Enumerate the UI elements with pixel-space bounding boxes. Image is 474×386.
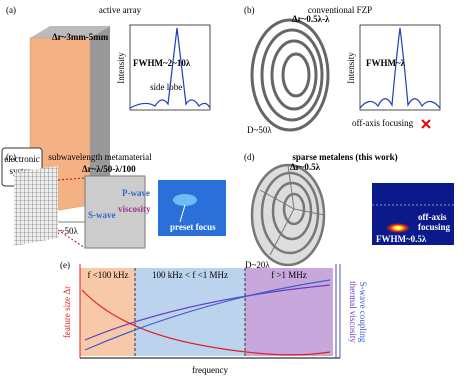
region (245, 268, 333, 356)
note: focusing (418, 222, 451, 232)
arrow (179, 204, 186, 223)
y-label: Intensity (346, 52, 356, 84)
viscosity: viscosity (118, 204, 151, 214)
focus-spot (173, 194, 197, 206)
x-label: frequency (192, 365, 228, 375)
region-label: 100 kHz < f <1 MHz (152, 270, 228, 280)
array-top (30, 26, 110, 38)
delta-r: Δr~λ/50-λ/100 (82, 164, 136, 174)
delta-r: Δr~3mm-5mm (52, 32, 109, 42)
delta-r: Δr~0.5λ (290, 162, 321, 172)
cross-icon (421, 119, 431, 129)
panel-title: subwavelength metamaterial (48, 152, 152, 162)
intensity-curve (129, 27, 211, 109)
y2-label: S-wave coupling (358, 282, 368, 343)
region-label: f <100 kHz (87, 270, 128, 280)
fwhm: FWHM~2~10λ (133, 58, 191, 68)
fwhm: FWHM~0.5λ (376, 234, 427, 244)
s-wave: S-wave (88, 210, 116, 220)
heat-map (158, 180, 226, 236)
plot-frame (359, 24, 441, 111)
region (80, 268, 135, 356)
panel-label: (d) (244, 152, 255, 162)
y-label: Intensity (116, 52, 126, 84)
panel-label: (c) (6, 152, 16, 162)
y-label: feature size Δr (62, 286, 72, 338)
note: off-axis (418, 212, 447, 222)
panel-a: (a) active array Δr~3mm-5mm electronic s… (1, 5, 211, 236)
focus-label: preset focus (170, 222, 216, 232)
panel-title: conventional FZP (308, 5, 372, 15)
zoom-line (57, 177, 86, 181)
panel-d: (d) sparse metalens (this work) Δr~0.5λ … (244, 152, 454, 270)
y2-label: thermal viscosity (348, 281, 358, 343)
fwhm: FWHM~λ (366, 58, 406, 68)
feature-size-curve (81, 289, 331, 356)
delta-r: Δr~0.5λ-λ (292, 14, 330, 24)
metalens-rings (250, 163, 326, 267)
viscosity-curve (84, 284, 331, 341)
panel-e: (e) f <100 kHz 100 kHz < f <1 MHz f >1 M… (60, 260, 368, 375)
zoom-cell (84, 175, 146, 249)
metamaterial (14, 166, 58, 246)
panel-c: (c) subwavelength metamaterial Δr~λ/50-λ… (6, 152, 226, 249)
p-wave: P-wave (122, 188, 150, 198)
fzp-rings (250, 18, 330, 132)
size-label: D~20λ (245, 260, 270, 270)
region-label: f >1 MHz (271, 270, 307, 280)
heat-map (372, 183, 454, 245)
focus-spot (386, 223, 410, 233)
panel-label: (b) (244, 5, 255, 15)
s-wave-curve (84, 279, 331, 351)
zoom-line (57, 229, 86, 249)
size-label: D~50λ (247, 125, 272, 135)
panel-b: (b) conventional FZP Δr~0.5λ-λ D~50λ Int… (244, 5, 441, 135)
panel-label: (e) (60, 260, 70, 270)
size-label: L~50λ (54, 226, 78, 236)
note: off-axis focusing (352, 118, 414, 128)
panel-label: (a) (6, 5, 16, 15)
intensity-curve (359, 27, 441, 109)
panel-title: sparse metalens (this work) (292, 152, 397, 162)
array-side (90, 26, 110, 205)
system-label: electronic (4, 154, 39, 164)
panel-title: active array (99, 5, 142, 15)
side-lobe: side lobe (150, 82, 182, 92)
plot-frame (129, 24, 211, 111)
